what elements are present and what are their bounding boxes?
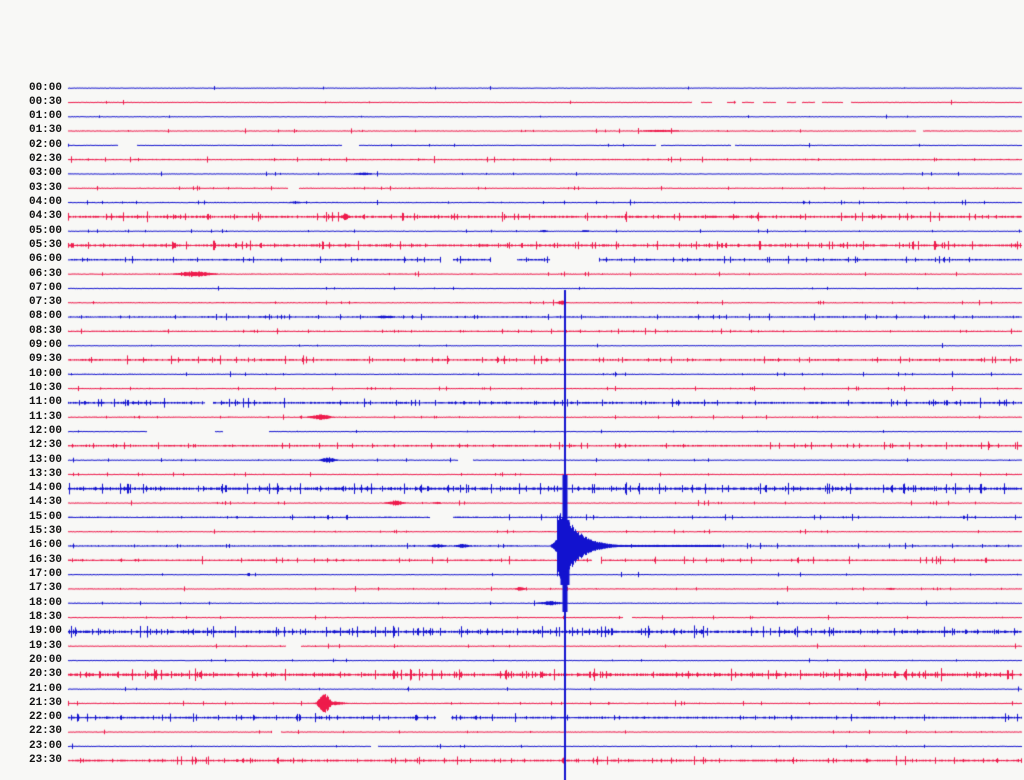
- time-label-07:30: 07:30: [28, 296, 62, 309]
- time-label-18:00: 18:00: [28, 596, 62, 609]
- time-label-23:00: 23:00: [28, 739, 62, 752]
- time-label-21:30: 21:30: [28, 696, 62, 709]
- time-label-09:00: 09:00: [28, 339, 62, 352]
- time-label-22:00: 22:00: [28, 711, 62, 724]
- time-label-06:00: 06:00: [28, 253, 62, 266]
- time-label-11:30: 11:30: [28, 410, 62, 423]
- time-label-23:30: 23:30: [28, 754, 62, 767]
- time-label-16:30: 16:30: [28, 553, 62, 566]
- time-label-09:30: 09:30: [28, 353, 62, 366]
- time-label-13:30: 13:30: [28, 467, 62, 480]
- time-label-10:00: 10:00: [28, 367, 62, 380]
- time-label-13:00: 13:00: [28, 453, 62, 466]
- time-label-05:00: 05:00: [28, 224, 62, 237]
- time-label-19:00: 19:00: [28, 625, 62, 638]
- time-label-15:00: 15:00: [28, 510, 62, 523]
- time-label-00:30: 00:30: [28, 95, 62, 108]
- time-label-22:30: 22:30: [28, 725, 62, 738]
- time-label-04:00: 04:00: [28, 195, 62, 208]
- time-label-14:00: 14:00: [28, 482, 62, 495]
- time-label-12:00: 12:00: [28, 424, 62, 437]
- time-label-17:00: 17:00: [28, 568, 62, 581]
- time-label-20:30: 20:30: [28, 668, 62, 681]
- time-label-15:30: 15:30: [28, 525, 62, 538]
- time-label-12:30: 12:30: [28, 439, 62, 452]
- time-label-06:30: 06:30: [28, 267, 62, 280]
- time-label-14:30: 14:30: [28, 496, 62, 509]
- time-label-05:30: 05:30: [28, 238, 62, 251]
- time-label-19:30: 19:30: [28, 639, 62, 652]
- time-label-07:00: 07:00: [28, 281, 62, 294]
- time-label-02:30: 02:30: [28, 153, 62, 166]
- time-label-03:30: 03:30: [28, 181, 62, 194]
- time-label-01:30: 01:30: [28, 124, 62, 137]
- time-label-21:00: 21:00: [28, 682, 62, 695]
- time-label-18:30: 18:30: [28, 610, 62, 623]
- time-label-02:00: 02:00: [28, 138, 62, 151]
- time-label-10:30: 10:30: [28, 382, 62, 394]
- time-label-08:00: 08:00: [28, 310, 62, 323]
- time-label-04:30: 04:30: [28, 210, 62, 223]
- time-label-00:00: 00:00: [28, 81, 62, 94]
- time-label-11:00: 11:00: [28, 396, 62, 409]
- time-label-17:30: 17:30: [28, 582, 62, 595]
- time-label-08:30: 08:30: [28, 324, 62, 337]
- time-label-01:00: 01:00: [28, 110, 62, 123]
- time-label-03:00: 03:00: [28, 167, 62, 180]
- time-label-20:00: 20:00: [28, 653, 62, 666]
- time-label-16:00: 16:00: [28, 539, 62, 552]
